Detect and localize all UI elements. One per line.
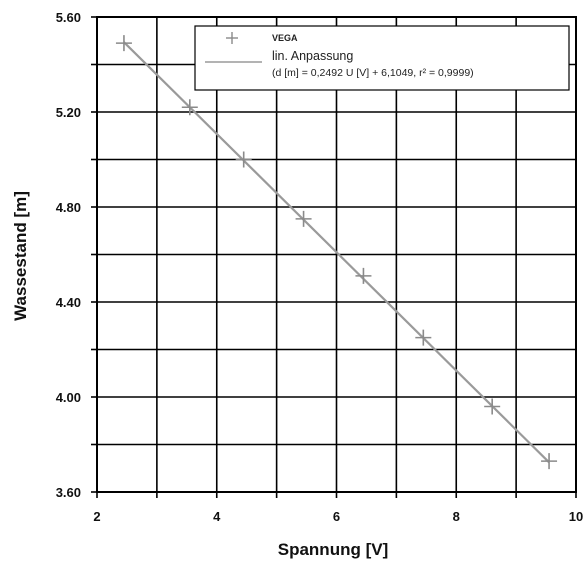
y-tick-label: 4.40 [56, 295, 81, 310]
data-point [181, 99, 198, 116]
fit-line [123, 41, 550, 464]
data-point [484, 398, 501, 415]
y-axis-label: Wassestand [m] [11, 191, 30, 321]
data-point [235, 151, 252, 168]
grid [96, 16, 577, 493]
legend: VEGA lin. Anpassung (d [m] = 0,2492 U [V… [194, 25, 570, 91]
x-tick-label: 8 [453, 509, 460, 524]
y-tick-label: 3.60 [56, 485, 81, 500]
x-tick-label: 6 [333, 509, 340, 524]
y-tick-label: 4.80 [56, 200, 81, 215]
data-point [415, 329, 432, 346]
y-tick-label: 5.60 [56, 10, 81, 25]
x-tick-label: 4 [213, 509, 221, 524]
data-point [295, 210, 312, 227]
data-point [355, 267, 372, 284]
y-tick-label: 4.00 [56, 390, 81, 405]
legend-fit-equation: (d [m] = 0,2492 U [V] + 6,1049, r² = 0,9… [272, 67, 474, 79]
x-tick-labels: 2 4 6 8 10 [93, 509, 583, 524]
y-tick-labels: 3.60 4.00 4.40 4.80 5.20 5.60 [56, 10, 81, 500]
legend-label-fit: lin. Anpassung [272, 49, 353, 63]
data-points [115, 35, 558, 470]
legend-marker-vega [226, 32, 238, 44]
plot-frame [96, 16, 577, 493]
x-axis-label: Spannung [V] [278, 540, 388, 559]
fit-series [123, 41, 550, 464]
x-tick-label: 2 [93, 509, 100, 524]
x-tick-label: 10 [569, 509, 583, 524]
y-tick-label: 5.20 [56, 105, 81, 120]
legend-label-vega: VEGA [272, 33, 298, 43]
legend-box [194, 25, 570, 91]
data-point [115, 35, 132, 52]
data-point [541, 453, 558, 470]
